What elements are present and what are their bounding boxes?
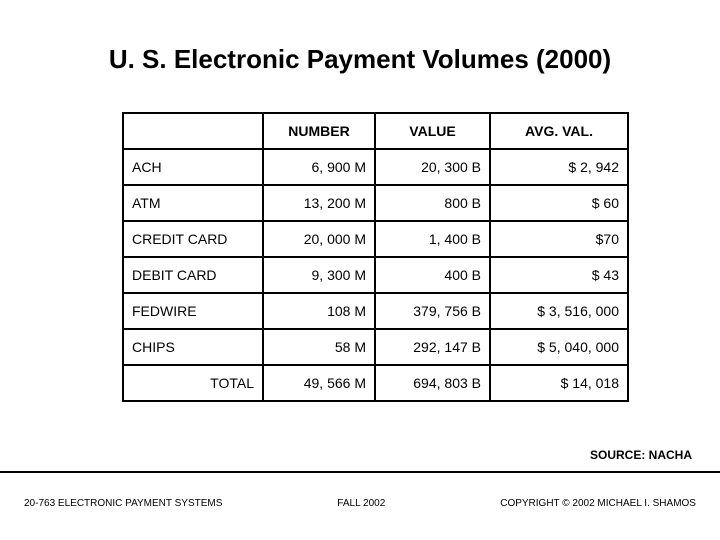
row-number: 20, 000 M <box>263 221 375 257</box>
row-number: 9, 300 M <box>263 257 375 293</box>
row-label: DEBIT CARD <box>123 257 263 293</box>
row-value: 1, 400 B <box>375 221 490 257</box>
row-avg: $ 2, 942 <box>490 149 628 185</box>
footer: 20-763 ELECTRONIC PAYMENT SYSTEMS FALL 2… <box>24 498 696 509</box>
row-value: 800 B <box>375 185 490 221</box>
row-label: ATM <box>123 185 263 221</box>
footer-center: FALL 2002 <box>337 498 385 509</box>
total-label: TOTAL <box>123 365 263 401</box>
table-row: CREDIT CARD 20, 000 M 1, 400 B $70 <box>123 221 628 257</box>
footer-right: COPYRIGHT © 2002 MICHAEL I. SHAMOS <box>500 498 696 509</box>
table-header-row: NUMBER VALUE AVG. VAL. <box>123 113 628 149</box>
col-header-blank <box>123 113 263 149</box>
source-attribution: SOURCE: NACHA <box>590 448 692 462</box>
footer-left: 20-763 ELECTRONIC PAYMENT SYSTEMS <box>24 498 222 509</box>
total-avg: $ 14, 018 <box>490 365 628 401</box>
row-label: FEDWIRE <box>123 293 263 329</box>
col-header-value: VALUE <box>375 113 490 149</box>
horizontal-rule <box>0 471 720 473</box>
col-header-number: NUMBER <box>263 113 375 149</box>
row-number: 108 M <box>263 293 375 329</box>
row-avg: $70 <box>490 221 628 257</box>
row-label: CHIPS <box>123 329 263 365</box>
table-row: CHIPS 58 M 292, 147 B $ 5, 040, 000 <box>123 329 628 365</box>
page-title: U. S. Electronic Payment Volumes (2000) <box>0 44 720 75</box>
row-value: 379, 756 B <box>375 293 490 329</box>
table-row: ATM 13, 200 M 800 B $ 60 <box>123 185 628 221</box>
row-value: 20, 300 B <box>375 149 490 185</box>
row-number: 6, 900 M <box>263 149 375 185</box>
col-header-avg: AVG. VAL. <box>490 113 628 149</box>
payment-table: NUMBER VALUE AVG. VAL. ACH 6, 900 M 20, … <box>122 112 627 402</box>
row-avg: $ 5, 040, 000 <box>490 329 628 365</box>
total-value: 694, 803 B <box>375 365 490 401</box>
table-row: DEBIT CARD 9, 300 M 400 B $ 43 <box>123 257 628 293</box>
row-number: 13, 200 M <box>263 185 375 221</box>
row-value: 292, 147 B <box>375 329 490 365</box>
row-label: ACH <box>123 149 263 185</box>
table-row: ACH 6, 900 M 20, 300 B $ 2, 942 <box>123 149 628 185</box>
row-avg: $ 60 <box>490 185 628 221</box>
row-avg: $ 43 <box>490 257 628 293</box>
table-total-row: TOTAL 49, 566 M 694, 803 B $ 14, 018 <box>123 365 628 401</box>
row-label: CREDIT CARD <box>123 221 263 257</box>
row-number: 58 M <box>263 329 375 365</box>
total-number: 49, 566 M <box>263 365 375 401</box>
row-value: 400 B <box>375 257 490 293</box>
row-avg: $ 3, 516, 000 <box>490 293 628 329</box>
table-row: FEDWIRE 108 M 379, 756 B $ 3, 516, 000 <box>123 293 628 329</box>
